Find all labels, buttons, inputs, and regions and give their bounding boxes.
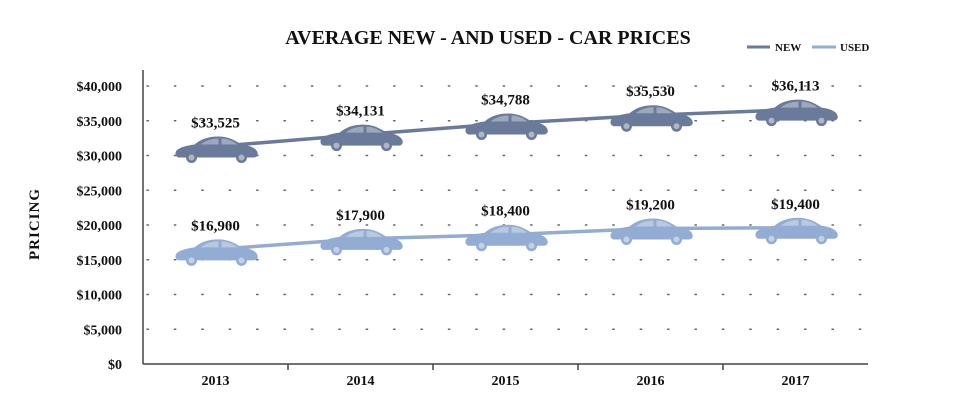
car-icon (175, 136, 258, 163)
x-tick-label: 2016 (637, 374, 665, 389)
car-icon (320, 124, 403, 152)
car-icon (175, 239, 258, 266)
data-label: $36,113 (772, 79, 820, 95)
legend-label-new: NEW (775, 42, 801, 54)
x-tick-label: 2017 (782, 374, 810, 389)
x-axis-ticks: 2013 2014 2015 2016 2017 (202, 364, 810, 389)
car-icon (465, 224, 548, 252)
x-tick-label: 2014 (347, 374, 375, 389)
y-tick-label: $35,000 (77, 115, 123, 130)
data-label: $16,900 (191, 218, 240, 234)
car-icon (610, 218, 693, 245)
data-label: $19,200 (626, 197, 675, 213)
car-icon (320, 228, 403, 256)
y-tick-label: $30,000 (77, 150, 123, 165)
y-tick-label: $5,000 (84, 323, 123, 338)
data-label: $19,400 (771, 197, 820, 213)
x-tick-label: 2013 (202, 374, 230, 389)
legend-label-used: USED (840, 42, 869, 54)
legend: NEW USED (747, 42, 869, 54)
car-icon (610, 105, 693, 132)
y-tick-label: $25,000 (77, 184, 123, 199)
y-tick-label: $10,000 (77, 289, 123, 304)
y-tick-label: $15,000 (77, 254, 123, 269)
data-label: $34,788 (481, 93, 530, 109)
data-label: $33,525 (191, 115, 240, 131)
car-icon (755, 99, 838, 127)
series-used: $16,900 $17,900 $18,400 $19,200 $19,400 (175, 197, 838, 266)
car-icon (465, 113, 548, 141)
data-label: $35,530 (626, 84, 675, 100)
chart-title: AVERAGE NEW - AND USED - CAR PRICES (285, 27, 690, 49)
car-icon (755, 217, 838, 245)
y-axis-ticks: $0 $5,000 $10,000 $15,000 $20,000 $25,000 $30,… (77, 80, 123, 373)
series-new: $33,525 $34,131 $34,788 $35,530 $36,113 (175, 79, 838, 163)
series-layer: $33,525 $34,131 $34,788 $35,530 $36,113 $16,9… (175, 79, 838, 266)
data-label: $18,400 (481, 204, 530, 220)
y-tick-label: $40,000 (77, 80, 123, 95)
y-axis-label: PRICING (27, 188, 43, 260)
data-label: $17,900 (336, 208, 385, 224)
y-tick-label: $0 (108, 358, 122, 373)
y-tick-label: $20,000 (77, 219, 123, 234)
x-tick-label: 2015 (492, 374, 520, 389)
data-label: $34,131 (336, 104, 385, 120)
